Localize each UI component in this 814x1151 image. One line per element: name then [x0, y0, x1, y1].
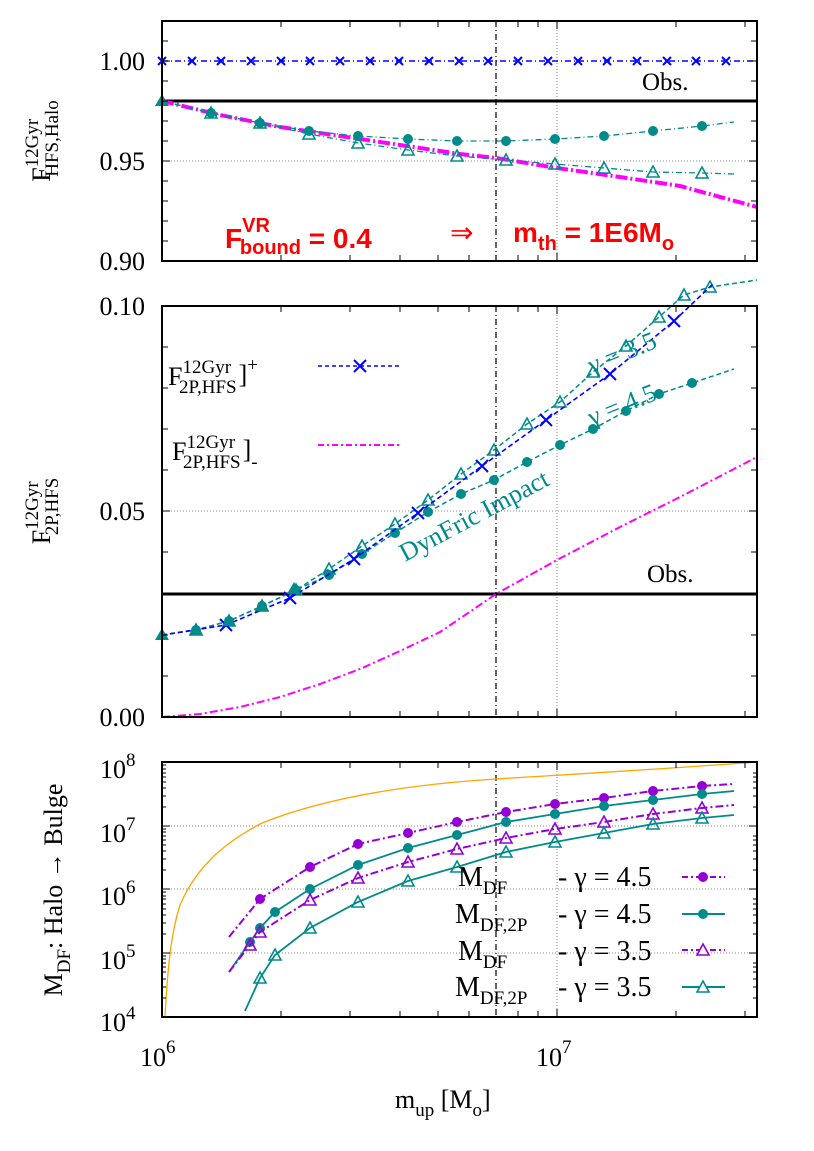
label-gamma35: γ = 3.5 [582, 326, 660, 380]
x-ticks-middle [280, 306, 746, 717]
series-mdf2p-g35 [244, 810, 735, 1012]
y-tick-label: 104 [100, 1003, 136, 1037]
y-tick-label: 105 [100, 941, 136, 975]
y-tick-label: 1.00 [100, 47, 146, 76]
series-2p-upper [161, 282, 715, 636]
x-axis-title: mup [Mo] [395, 1085, 491, 1121]
obs-label: Obs. [642, 69, 689, 96]
legend-triangle-marker-icon [695, 979, 711, 993]
x-ticks-bottom [280, 762, 746, 1017]
legend-dot-marker-icon [698, 909, 708, 919]
y-ticks-middle [162, 346, 757, 677]
x-ticks-top [280, 21, 746, 261]
legend-label-upper: F12Gyr 2P,HFS]+ [168, 355, 258, 398]
y-tick-label: 0.10 [100, 292, 146, 321]
series-gamma35-top [161, 100, 735, 179]
obs-label: Obs. [647, 561, 694, 588]
y-tick-label: 0.95 [100, 147, 146, 176]
series-lower-bound [161, 99, 758, 209]
annotation-mth: mth = 1E6Mo [513, 217, 674, 255]
panel-bottom: 108 107 106 105 104 MDF: Halo → Bulge MD… [39, 750, 758, 1037]
panel-top: Obs. 1.00 [22, 20, 758, 276]
annotation-fbound: FVR bound = 0.4 [225, 215, 372, 259]
y-tick-label: 0.90 [100, 247, 146, 276]
y-tick-label: 107 [100, 814, 136, 848]
legend-x-marker-icon [353, 359, 367, 373]
legend-triangle-marker-icon [695, 942, 711, 956]
y-axis-title-bottom: MDF: Halo → Bulge [39, 784, 75, 997]
x-axis: 106 107 mup [Mo] [140, 1037, 572, 1121]
label-dynfric-impact: DynFric Impact [394, 464, 554, 568]
y-tick-label: 0.05 [100, 497, 146, 526]
y-ticks-bottom [162, 764, 757, 999]
legend-dot-marker-icon [698, 872, 708, 882]
legend-item-mdf2p-g45: MDF,2P - γ = 4.5 [455, 899, 652, 936]
y-tick-label: 108 [100, 750, 136, 784]
legend-item-mdf-g45: MDF - γ = 4.5 [458, 862, 652, 899]
legend-middle: F12Gyr 2P,HFS]+ F12Gyr 2P,HFS]- [168, 355, 400, 473]
x-tick-label: 107 [536, 1037, 572, 1072]
legend-item-mdf2p-g35: MDF,2P - γ = 3.5 [455, 972, 652, 1009]
start-markers [155, 582, 301, 640]
legend-label-lower: F12Gyr 2P,HFS]- [172, 432, 258, 473]
y-axis-title-middle: F12Gyr2P,HFS [22, 478, 63, 545]
panel-middle: Obs. 0.10 0.05 0.00 F12Gyr2P,HFS F1 [22, 279, 758, 732]
y-axis-title-top: F12GyrHFS,Halo [22, 100, 63, 182]
legend-item-mdf-g35: MDF - γ = 3.5 [458, 936, 652, 973]
annotation-arrow-icon: ⇒ [450, 217, 473, 248]
y-ticks-top [162, 40, 757, 242]
legend-bottom: MDF - γ = 4.5 MDF,2P - γ = 4.5 MDF - γ = 3.… [455, 862, 725, 1009]
x-tick-label: 106 [140, 1037, 176, 1072]
y-tick-label: 0.00 [100, 703, 146, 732]
y-tick-label: 106 [100, 877, 136, 911]
